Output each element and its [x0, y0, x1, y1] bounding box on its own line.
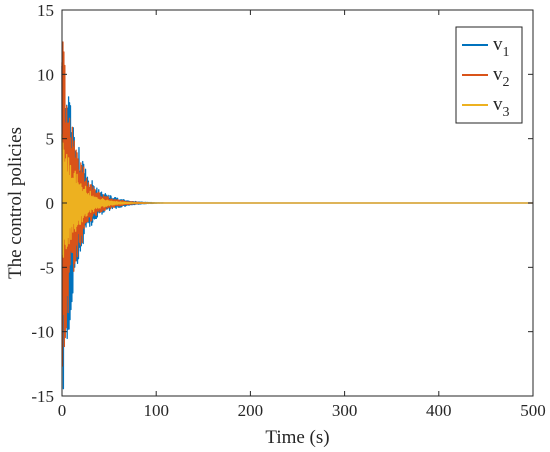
series-line-v3 — [61, 134, 534, 258]
axes-layer: 0 100 200 300 400 500 -15 -10 -5 0 5 10 15 — [31, 1, 545, 420]
series-layer — [61, 41, 534, 390]
y-tick-label: -5 — [40, 258, 54, 277]
y-axis-label: The control policies — [5, 127, 26, 279]
y-tick-label: 5 — [46, 130, 55, 149]
x-tick-label: 300 — [332, 401, 358, 420]
x-tick-label: 200 — [238, 401, 264, 420]
y-tick-label: -15 — [31, 387, 54, 406]
y-tick-label: -10 — [31, 323, 54, 342]
x-axis-label: Time (s) — [265, 427, 329, 448]
x-tick-label: 500 — [520, 401, 546, 420]
x-tick-label: 100 — [143, 401, 169, 420]
x-tick-label: 400 — [426, 401, 452, 420]
legend-label-v1: v1 — [493, 34, 510, 60]
y-tick-label: 15 — [37, 1, 54, 20]
y-tick-label: 0 — [46, 194, 55, 213]
y-tick-label: 10 — [37, 65, 54, 84]
legend-label-v3: v3 — [493, 94, 510, 120]
legend-label-v2: v2 — [493, 64, 510, 90]
x-tick-label: 0 — [58, 401, 67, 420]
legend: v1 v2 v3 — [455, 26, 523, 124]
